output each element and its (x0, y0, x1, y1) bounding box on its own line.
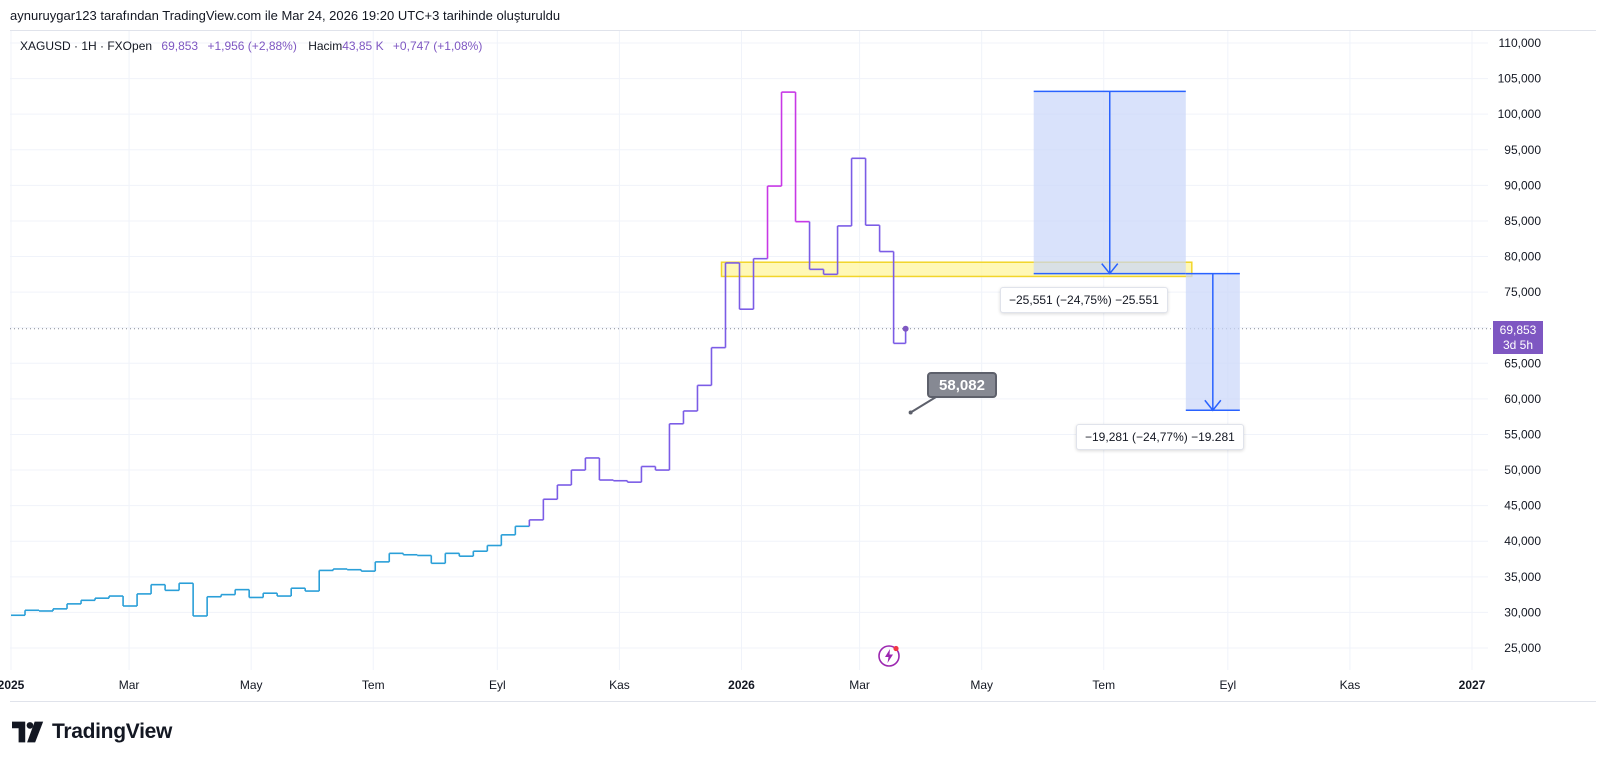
measure-label-1[interactable]: −25,551 (−24,75%) −25.551 (1000, 287, 1168, 313)
x-tick-label: 2026 (728, 678, 755, 692)
y-tick-label: 95,000 (1504, 143, 1541, 157)
y-tick-label: 105,000 (1498, 72, 1542, 86)
y-tick-label: 45,000 (1504, 499, 1541, 513)
tradingview-logo[interactable]: TradingView (12, 720, 172, 744)
legend-price: 69,853 (161, 39, 199, 53)
y-tick-label: 55,000 (1504, 427, 1541, 441)
bar-countdown: 3d 5h (1502, 338, 1534, 352)
y-tick-label: 35,000 (1504, 570, 1541, 584)
legend-volume: 43,85 K (342, 39, 384, 53)
x-tick-label: Kas (609, 678, 630, 692)
x-tick-label: May (240, 678, 263, 692)
tradingview-logo-icon (12, 721, 44, 743)
price-callout[interactable]: 58,082 (927, 372, 997, 398)
symbol-legend[interactable]: XAGUSD · 1H · FXOpen 69,853 +1,956 (+2,8… (20, 39, 482, 53)
bolt-icon[interactable] (877, 644, 901, 668)
legend-symbol[interactable]: XAGUSD · 1H · FXOpen (20, 39, 153, 53)
chart-attribution: aynuruygar123 tarafından TradingView.com… (10, 8, 561, 23)
x-tick-label: Tem (362, 678, 385, 692)
last-price-value: 69,853 (1499, 323, 1537, 337)
x-tick-label: 2025 (0, 678, 25, 692)
x-tick-label: Mar (119, 678, 140, 692)
chart-frame (10, 30, 1596, 702)
x-tick-label: May (970, 678, 993, 692)
callout-pointer (910, 396, 937, 414)
x-tick-label: Mar (849, 678, 870, 692)
x-tick-label: 2027 (1459, 678, 1486, 692)
measure-arrow-head (1101, 263, 1119, 275)
x-tick-label: Eyl (489, 678, 506, 692)
x-tick-label: Kas (1340, 678, 1361, 692)
brand-name: TradingView (52, 720, 173, 743)
x-tick-label: Eyl (1219, 678, 1236, 692)
y-tick-label: 65,000 (1504, 356, 1541, 370)
y-tick-label: 60,000 (1504, 392, 1541, 406)
last-price-marker (902, 325, 909, 332)
y-tick-label: 85,000 (1504, 214, 1541, 228)
legend-volume-change: +0,747 (+1,08%) (392, 39, 483, 53)
legend-volume-label: Hacim (308, 39, 343, 53)
y-tick-label: 50,000 (1504, 463, 1541, 477)
y-tick-label: 100,000 (1498, 107, 1542, 121)
last-price-tag: 69,853 3d 5h (1493, 321, 1543, 354)
y-tick-label: 110,000 (1499, 36, 1542, 50)
y-tick-label: 75,000 (1504, 285, 1541, 299)
y-tick-label: 80,000 (1504, 250, 1541, 264)
legend-change: +1,956 (+2,88%) (207, 39, 297, 53)
y-tick-label: 40,000 (1504, 534, 1541, 548)
x-tick-label: Tem (1092, 678, 1115, 692)
y-tick-label: 30,000 (1504, 605, 1541, 619)
callout-anchor (908, 410, 913, 415)
y-tick-label: 25,000 (1504, 641, 1541, 655)
measure-label-2[interactable]: −19,281 (−24,77%) −19.281 (1076, 424, 1244, 450)
y-tick-label: 90,000 (1504, 178, 1541, 192)
measure-arrow-head (1204, 399, 1222, 412)
